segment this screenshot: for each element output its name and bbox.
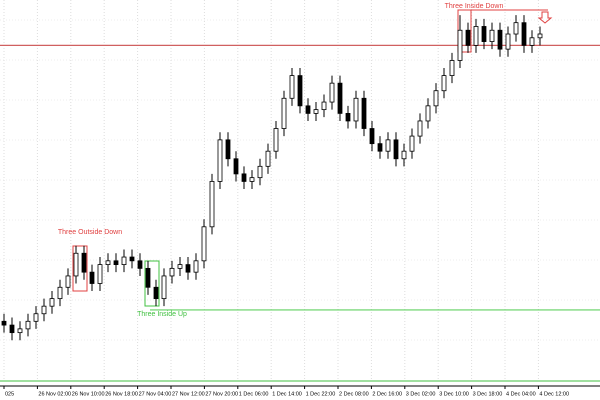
candle-body [505,33,511,50]
candle-body [241,173,247,182]
time-label: 4 Dec 12:00 [539,391,569,397]
candle-body [97,264,103,284]
candle-body [321,101,327,111]
annotation: Three Inside Down [445,3,504,10]
candle-body [489,29,495,42]
candle-body [217,139,223,182]
candle-body [81,252,87,273]
pattern-box [144,260,160,307]
candle-body [17,328,23,334]
time-label: 27 Nov 12:00 [172,391,205,397]
candle-body [289,75,295,99]
candle-body [457,29,463,61]
candle-body [313,109,319,114]
candle-body [481,26,487,42]
candle-body [89,271,95,284]
candle-body [25,320,31,330]
candle-body [353,97,359,122]
candle-body [121,256,127,266]
time-label: 025 [5,391,14,397]
candle-body [193,260,199,273]
candle-body [105,260,111,266]
time-label: 3 Dec 10:00 [439,391,469,397]
time-label: 27 Nov 20:00 [205,391,238,397]
candle-body [281,97,287,129]
candle-body [409,135,415,152]
candle-body [9,324,15,334]
candle-body [233,158,239,175]
candle-body [209,181,215,228]
time-label: 1 Dec 14:00 [272,391,302,397]
candle-body [441,75,447,92]
candle-body [297,75,303,107]
candle-body [33,313,39,322]
candle-body [377,143,383,152]
down-arrow [537,11,553,24]
candle-body [473,26,479,46]
candle-body [273,128,279,152]
candle-body [449,60,455,76]
time-label: 1 Dec 06:00 [239,391,269,397]
candle-body [361,97,367,129]
candle-body [1,320,7,326]
candle-body [529,37,535,46]
time-label: 2 Dec 08:00 [339,391,369,397]
candle-body [249,177,255,182]
candle-body [305,105,311,114]
candle-body [329,82,335,103]
candle-body [417,120,423,137]
time-label: 26 Nov 18:00 [105,391,138,397]
pattern-box [72,245,88,292]
candle-body [465,29,471,46]
candle-body [401,150,407,160]
candle-body [49,298,55,307]
candle-body [369,128,375,145]
candle-body [513,22,519,35]
candle-body [57,286,63,300]
candle-body [433,90,439,107]
time-label: 27 Nov 04:00 [139,391,172,397]
candle-body [265,150,271,167]
candle-body [497,29,503,50]
candle-body [393,139,399,160]
candle-body [537,33,543,39]
time-label: 26 Nov 02:00 [38,391,71,397]
candle-body [425,105,431,122]
annotation: Three Inside Up [137,311,187,318]
candle-body [177,264,183,269]
candle-body [201,226,207,262]
candle-body [129,256,135,262]
candle-body [345,113,351,122]
candle-body [185,264,191,273]
candle-body [113,260,119,266]
time-label: 3 Dec 18:00 [473,391,503,397]
candle-body [153,286,159,300]
time-label: 26 Nov 10:00 [72,391,105,397]
time-label: 2 Dec 16:00 [372,391,402,397]
candle-body [385,139,391,152]
candle-body [337,82,343,114]
candle-body [225,139,231,160]
candle-body [65,275,71,288]
candle-body [169,267,175,277]
time-label: 1 Dec 22:00 [306,391,336,397]
time-label: 4 Dec 04:00 [506,391,536,397]
candle-body [137,260,143,269]
candle-body [41,305,47,315]
candle-body [521,22,527,46]
candle-body [73,252,79,277]
time-label: 3 Dec 02:00 [406,391,436,397]
candle-body [145,267,151,288]
annotation: Three Outside Down [58,229,122,236]
candle-body [161,275,167,300]
candle-body [257,165,263,179]
